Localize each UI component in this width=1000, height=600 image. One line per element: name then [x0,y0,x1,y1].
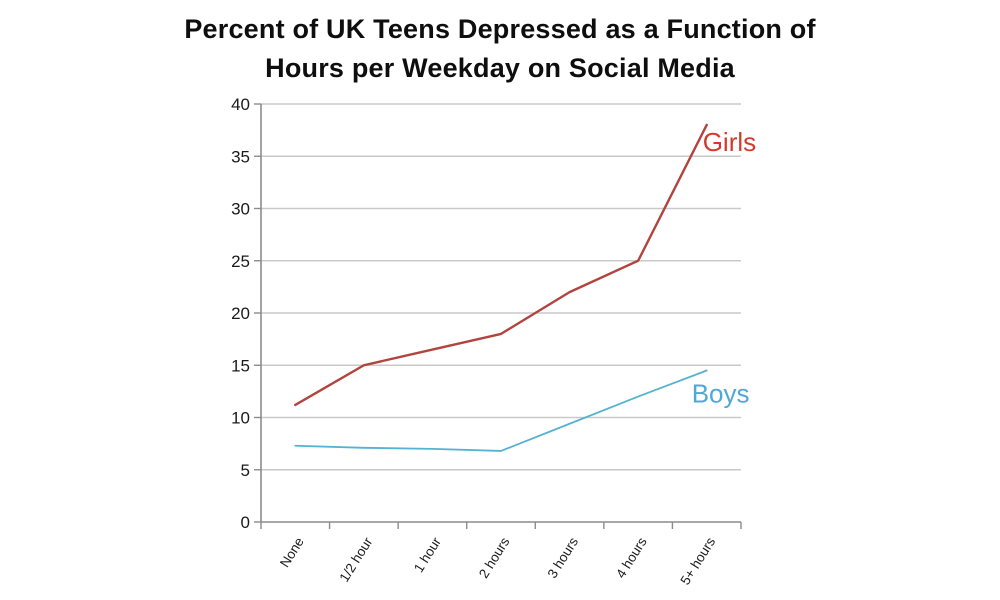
x-tick-label: 3 hours [545,534,582,580]
boys-series-label: Boys [692,378,750,408]
x-tick-label: None [277,535,307,570]
gridlines [261,103,741,471]
chart-title: Percent of UK Teens Depressed as a Funct… [0,10,1000,88]
y-tick-label: 40 [231,95,250,114]
y-tick-label: 0 [241,513,250,532]
x-tick-label: 1 hour [411,534,444,575]
y-tick-label: 35 [231,147,250,166]
y-tick-label: 10 [231,409,250,428]
x-axis-labels: None 1/2 hour 1 hour 2 hours 3 hours 4 hours 5… [277,534,718,587]
y-tick-label: 30 [231,200,250,219]
girls-series-label: Girls [703,127,756,157]
girls-line [294,123,708,407]
series-labels: Girls Boys [692,127,756,409]
boys-line [294,369,708,452]
y-tick-label: 15 [231,356,250,375]
y-axis-labels: 0 5 10 15 20 25 30 35 40 [231,95,250,532]
x-tick-label: 5+ hours [677,534,718,587]
y-tick-label: 25 [231,252,250,271]
y-tick-label: 20 [231,304,250,323]
y-tick-label: 5 [241,461,250,480]
chart-title-line1: Percent of UK Teens Depressed as a Funct… [184,14,816,44]
x-tick-label: 4 hours [613,534,650,580]
x-tick-label: 2 hours [476,534,513,580]
chart-title-line2: Hours per Weekday on Social Media [265,53,735,83]
series-lines [294,123,708,452]
axis-ticks [254,103,742,529]
x-tick-label: 1/2 hour [336,534,375,584]
